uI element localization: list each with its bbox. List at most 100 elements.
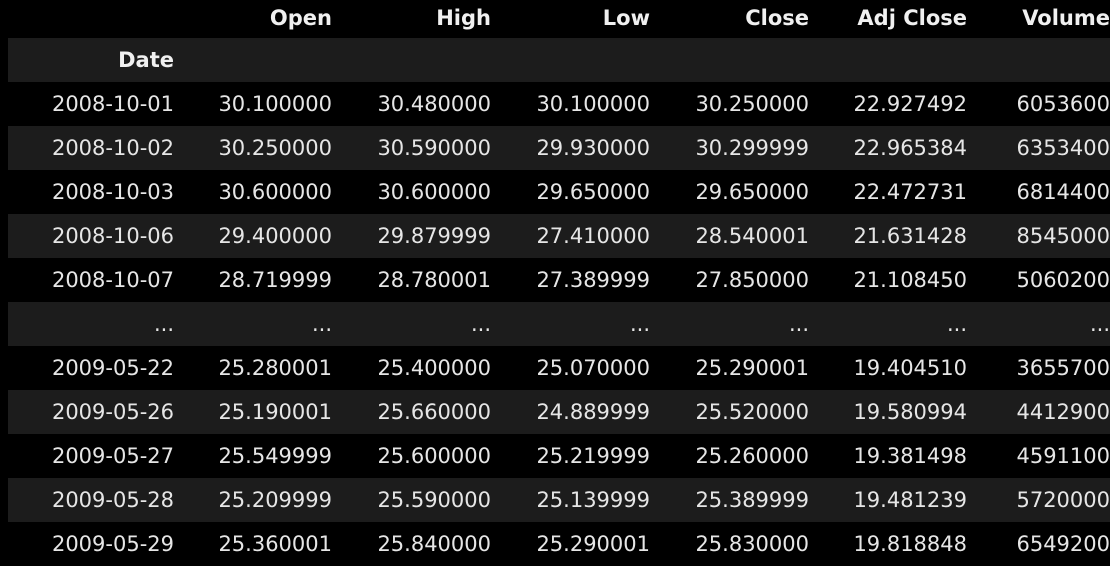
table-row: 2008-10-03 30.600000 30.600000 29.650000 29.…	[8, 170, 1110, 214]
open-cell: 30.100000	[174, 82, 332, 126]
low-cell: 27.389999	[491, 258, 650, 302]
row-index-date: 2008-10-06	[8, 214, 174, 258]
index-name-row: Date	[8, 38, 1110, 82]
close-cell: ...	[650, 302, 809, 346]
table-row: .....................	[8, 302, 1110, 346]
table-row: 2009-05-27 25.549999 25.600000 25.219999 25.…	[8, 434, 1110, 478]
high-cell: 30.480000	[332, 82, 491, 126]
low-cell: 27.410000	[491, 214, 650, 258]
row-index-date: ...	[8, 302, 174, 346]
close-cell: 25.260000	[650, 434, 809, 478]
volume-cell: 6549200	[967, 522, 1110, 566]
dataframe-table: Open High Low Close Adj Close Volume Dat…	[8, 0, 1110, 566]
volume-cell: 5060200	[967, 258, 1110, 302]
column-header-high: High	[332, 0, 491, 38]
open-cell: 25.190001	[174, 390, 332, 434]
row-index-date: 2009-05-26	[8, 390, 174, 434]
close-cell: 25.290001	[650, 346, 809, 390]
volume-cell: 3655700	[967, 346, 1110, 390]
column-header-volume: Volume	[967, 0, 1110, 38]
low-cell: 25.139999	[491, 478, 650, 522]
open-cell: 30.250000	[174, 126, 332, 170]
table-row: 2008-10-07 28.719999 28.780001 27.389999 27.…	[8, 258, 1110, 302]
volume-cell: 6053600	[967, 82, 1110, 126]
adj-close-cell: 22.927492	[809, 82, 967, 126]
volume-cell: 6353400	[967, 126, 1110, 170]
empty-cell	[491, 38, 650, 82]
high-cell: 30.600000	[332, 170, 491, 214]
low-cell: 25.290001	[491, 522, 650, 566]
row-index-date: 2009-05-29	[8, 522, 174, 566]
close-cell: 25.389999	[650, 478, 809, 522]
row-index-date: 2009-05-27	[8, 434, 174, 478]
adj-close-cell: 19.404510	[809, 346, 967, 390]
table-row: 2009-05-29 25.360001 25.840000 25.290001 25.…	[8, 522, 1110, 566]
high-cell: 25.660000	[332, 390, 491, 434]
empty-cell	[967, 38, 1110, 82]
adj-close-cell: 19.381498	[809, 434, 967, 478]
adj-close-cell: 19.580994	[809, 390, 967, 434]
row-index-date: 2009-05-22	[8, 346, 174, 390]
empty-cell	[174, 38, 332, 82]
high-cell: 25.590000	[332, 478, 491, 522]
column-header-close: Close	[650, 0, 809, 38]
high-cell: 25.840000	[332, 522, 491, 566]
open-cell: 25.360001	[174, 522, 332, 566]
table-row: 2009-05-26 25.190001 25.660000 24.889999 25.…	[8, 390, 1110, 434]
low-cell: 24.889999	[491, 390, 650, 434]
low-cell: 29.650000	[491, 170, 650, 214]
close-cell: 29.650000	[650, 170, 809, 214]
volume-cell: ...	[967, 302, 1110, 346]
empty-cell	[809, 38, 967, 82]
volume-cell: 4412900	[967, 390, 1110, 434]
low-cell: 25.070000	[491, 346, 650, 390]
row-index-date: 2008-10-03	[8, 170, 174, 214]
adj-close-cell: 22.472731	[809, 170, 967, 214]
adj-close-cell: 21.108450	[809, 258, 967, 302]
column-header-open: Open	[174, 0, 332, 38]
open-cell: 25.549999	[174, 434, 332, 478]
open-cell: 25.280001	[174, 346, 332, 390]
high-cell: 28.780001	[332, 258, 491, 302]
open-cell: ...	[174, 302, 332, 346]
table-row: 2008-10-06 29.400000 29.879999 27.410000 28.…	[8, 214, 1110, 258]
column-header-adj-close: Adj Close	[809, 0, 967, 38]
low-cell: 30.100000	[491, 82, 650, 126]
close-cell: 30.250000	[650, 82, 809, 126]
table-body: 2008-10-01 30.100000 30.480000 30.100000 30.…	[8, 82, 1110, 566]
empty-cell	[650, 38, 809, 82]
high-cell: 25.600000	[332, 434, 491, 478]
table-header: Open High Low Close Adj Close Volume Dat…	[8, 0, 1110, 82]
low-cell: 29.930000	[491, 126, 650, 170]
high-cell: ...	[332, 302, 491, 346]
index-name-label: Date	[8, 38, 174, 82]
adj-close-cell: ...	[809, 302, 967, 346]
close-cell: 25.830000	[650, 522, 809, 566]
close-cell: 25.520000	[650, 390, 809, 434]
adj-close-cell: 22.965384	[809, 126, 967, 170]
high-cell: 29.879999	[332, 214, 491, 258]
corner-cell	[8, 0, 174, 38]
table-row: 2008-10-02 30.250000 30.590000 29.930000 30.…	[8, 126, 1110, 170]
column-header-row: Open High Low Close Adj Close Volume	[8, 0, 1110, 38]
row-index-date: 2008-10-01	[8, 82, 174, 126]
open-cell: 30.600000	[174, 170, 332, 214]
empty-cell	[332, 38, 491, 82]
high-cell: 25.400000	[332, 346, 491, 390]
adj-close-cell: 21.631428	[809, 214, 967, 258]
high-cell: 30.590000	[332, 126, 491, 170]
table-row: 2008-10-01 30.100000 30.480000 30.100000 30.…	[8, 82, 1110, 126]
volume-cell: 6814400	[967, 170, 1110, 214]
close-cell: 28.540001	[650, 214, 809, 258]
table-row: 2009-05-28 25.209999 25.590000 25.139999 25.…	[8, 478, 1110, 522]
open-cell: 28.719999	[174, 258, 332, 302]
low-cell: ...	[491, 302, 650, 346]
row-index-date: 2008-10-02	[8, 126, 174, 170]
volume-cell: 8545000	[967, 214, 1110, 258]
close-cell: 30.299999	[650, 126, 809, 170]
close-cell: 27.850000	[650, 258, 809, 302]
row-index-date: 2008-10-07	[8, 258, 174, 302]
open-cell: 25.209999	[174, 478, 332, 522]
volume-cell: 5720000	[967, 478, 1110, 522]
